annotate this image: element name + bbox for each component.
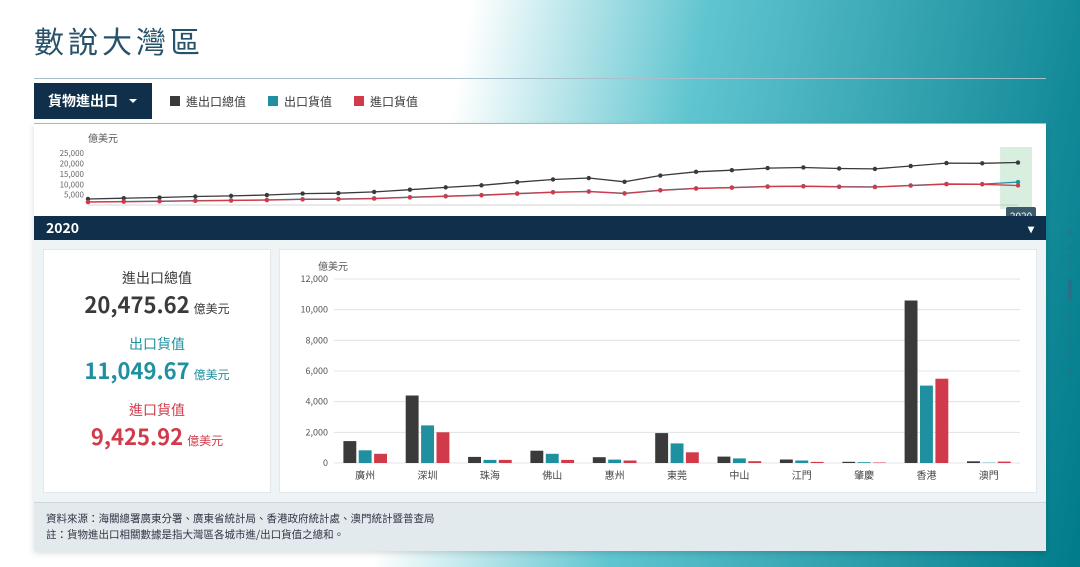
legend-item-import[interactable]: 進口貨值 bbox=[354, 93, 418, 110]
bar-category-label: 江門 bbox=[792, 467, 812, 482]
note-line: 註：貨物進出口相關數據是指大灣區各城市進/出口貨值之總和。 bbox=[46, 527, 1034, 543]
bar-import bbox=[873, 463, 886, 464]
legend-item-export[interactable]: 出口貨值 bbox=[268, 93, 332, 110]
source-line: 資料來源：海關總署廣東分署、廣東省統計局、香港政府統計處、澳門統計暨普查局 bbox=[46, 511, 1034, 527]
legend-swatch bbox=[354, 96, 364, 106]
topbar: 貨物進出口 進出口總值 出口貨值 進口貨值 bbox=[34, 78, 1046, 124]
city-bar-chart: 0 2,000 4,000 6,000 8,000 10,000 12,000 廣州 深圳 珠海 佛… bbox=[288, 275, 1028, 490]
bar-total bbox=[967, 461, 980, 463]
arrow-down-icon[interactable]: ▾ bbox=[1067, 361, 1074, 381]
svg-text:6,000: 6,000 bbox=[306, 364, 328, 377]
svg-text:0: 0 bbox=[323, 456, 328, 469]
legend: 進出口總值 出口貨值 進口貨值 bbox=[170, 93, 418, 110]
svg-text:15,000: 15,000 bbox=[60, 169, 85, 180]
stat-label: 進口貨值 bbox=[48, 400, 266, 420]
svg-text:25,000: 25,000 bbox=[60, 148, 85, 159]
filter-icon[interactable]: ▾ bbox=[1028, 220, 1034, 237]
metric-dropdown-label: 貨物進出口 bbox=[48, 91, 118, 111]
bar-export bbox=[671, 443, 684, 463]
timeline-chart: 5,00010,00015,00020,00025,0002020 bbox=[44, 147, 1036, 214]
svg-text:20,000: 20,000 bbox=[60, 159, 85, 170]
bar-export bbox=[421, 425, 434, 463]
stat-value: 20,475.62億美元 bbox=[48, 288, 266, 320]
page-title: 數說大灣區 bbox=[34, 18, 1046, 62]
bar-export bbox=[795, 461, 808, 464]
bar-total bbox=[780, 460, 793, 464]
bar-import bbox=[561, 460, 574, 463]
year-row: 2020 ▾ bbox=[34, 216, 1046, 240]
timeline-y-title: 億美元 bbox=[88, 130, 1036, 145]
bar-total bbox=[468, 457, 481, 463]
arrow-up-icon[interactable]: ▴ bbox=[1067, 220, 1074, 240]
bar-export bbox=[484, 460, 497, 463]
svg-text:5,000: 5,000 bbox=[64, 190, 85, 201]
bar-export bbox=[359, 450, 372, 463]
legend-swatch bbox=[170, 96, 180, 106]
svg-text:12,000: 12,000 bbox=[301, 275, 328, 285]
bar-total bbox=[406, 396, 419, 464]
stat-block: 進口貨值 9,425.92億美元 bbox=[48, 400, 266, 452]
bar-import bbox=[499, 460, 512, 463]
legend-label: 進出口總值 bbox=[186, 93, 246, 110]
chevron-down-icon bbox=[128, 96, 138, 106]
svg-text:2,000: 2,000 bbox=[306, 425, 328, 438]
bar-export bbox=[920, 386, 933, 463]
bar-export bbox=[858, 462, 871, 463]
bar-category-label: 珠海 bbox=[480, 467, 500, 482]
bar-export bbox=[546, 454, 559, 463]
bar-total bbox=[530, 451, 543, 463]
bar-category-label: 中山 bbox=[729, 467, 749, 482]
nav-current-indicator bbox=[1068, 279, 1072, 301]
stats-panel: 進出口總值 20,475.62億美元出口貨值 11,049.67億美元進口貨值 … bbox=[44, 250, 270, 492]
svg-text:10,000: 10,000 bbox=[301, 303, 328, 316]
bar-export bbox=[608, 460, 621, 463]
bar-import bbox=[935, 379, 948, 463]
bar-total bbox=[718, 457, 731, 463]
metric-dropdown[interactable]: 貨物進出口 bbox=[34, 83, 152, 119]
bar-total bbox=[655, 433, 668, 463]
legend-swatch bbox=[268, 96, 278, 106]
bar-svg: 0 2,000 4,000 6,000 8,000 10,000 12,000 廣州 深圳 珠海 佛… bbox=[288, 275, 1028, 485]
bar-total bbox=[593, 457, 606, 463]
timeline-svg: 5,00010,00015,00020,00025,000 bbox=[44, 147, 1032, 209]
bar-category-label: 東莞 bbox=[667, 467, 687, 482]
svg-text:8,000: 8,000 bbox=[306, 333, 328, 346]
stat-value: 11,049.67億美元 bbox=[48, 354, 266, 386]
bar-total bbox=[842, 462, 855, 463]
bar-category-label: 惠州 bbox=[605, 467, 625, 482]
bar-import bbox=[624, 461, 637, 464]
bar-y-title: 億美元 bbox=[318, 258, 1028, 273]
stat-label: 出口貨值 bbox=[48, 334, 266, 354]
city-bar-chart-panel: 億美元 0 2,000 4,000 6,000 8,000 10,000 12,000 廣州 深… bbox=[280, 250, 1036, 492]
bar-category-label: 肇慶 bbox=[854, 467, 874, 482]
bar-import bbox=[998, 462, 1011, 463]
bar-total bbox=[905, 301, 918, 464]
bar-category-label: 佛山 bbox=[542, 467, 562, 482]
footer-notes: 資料來源：海關總署廣東分署、廣東省統計局、香港政府統計處、澳門統計暨普查局 註：… bbox=[34, 502, 1046, 551]
bar-import bbox=[374, 454, 387, 463]
bar-import bbox=[748, 461, 761, 463]
stat-block: 進出口總值 20,475.62億美元 bbox=[48, 268, 266, 320]
selected-year: 2020 bbox=[46, 218, 79, 238]
legend-label: 出口貨值 bbox=[284, 93, 332, 110]
legend-label: 進口貨值 bbox=[370, 93, 418, 110]
bar-import bbox=[437, 432, 450, 463]
stat-value: 9,425.92億美元 bbox=[48, 420, 266, 452]
bar-category-label: 深圳 bbox=[418, 467, 438, 482]
timeline-chart-panel: 億美元 5,00010,00015,00020,00025,0002020 bbox=[34, 124, 1046, 216]
svg-text:4,000: 4,000 bbox=[306, 395, 328, 408]
bar-category-label: 香港 bbox=[916, 467, 936, 482]
bar-import bbox=[811, 462, 824, 463]
side-nav: ▴ ▾ bbox=[1067, 220, 1074, 381]
bar-import bbox=[686, 452, 699, 463]
bar-export bbox=[733, 458, 746, 463]
bar-category-label: 澳門 bbox=[979, 467, 999, 482]
svg-text:10,000: 10,000 bbox=[60, 179, 85, 190]
stat-block: 出口貨值 11,049.67億美元 bbox=[48, 334, 266, 386]
bar-total bbox=[343, 441, 356, 463]
legend-item-total[interactable]: 進出口總值 bbox=[170, 93, 246, 110]
stat-label: 進出口總值 bbox=[48, 268, 266, 288]
bar-category-label: 廣州 bbox=[355, 467, 375, 482]
